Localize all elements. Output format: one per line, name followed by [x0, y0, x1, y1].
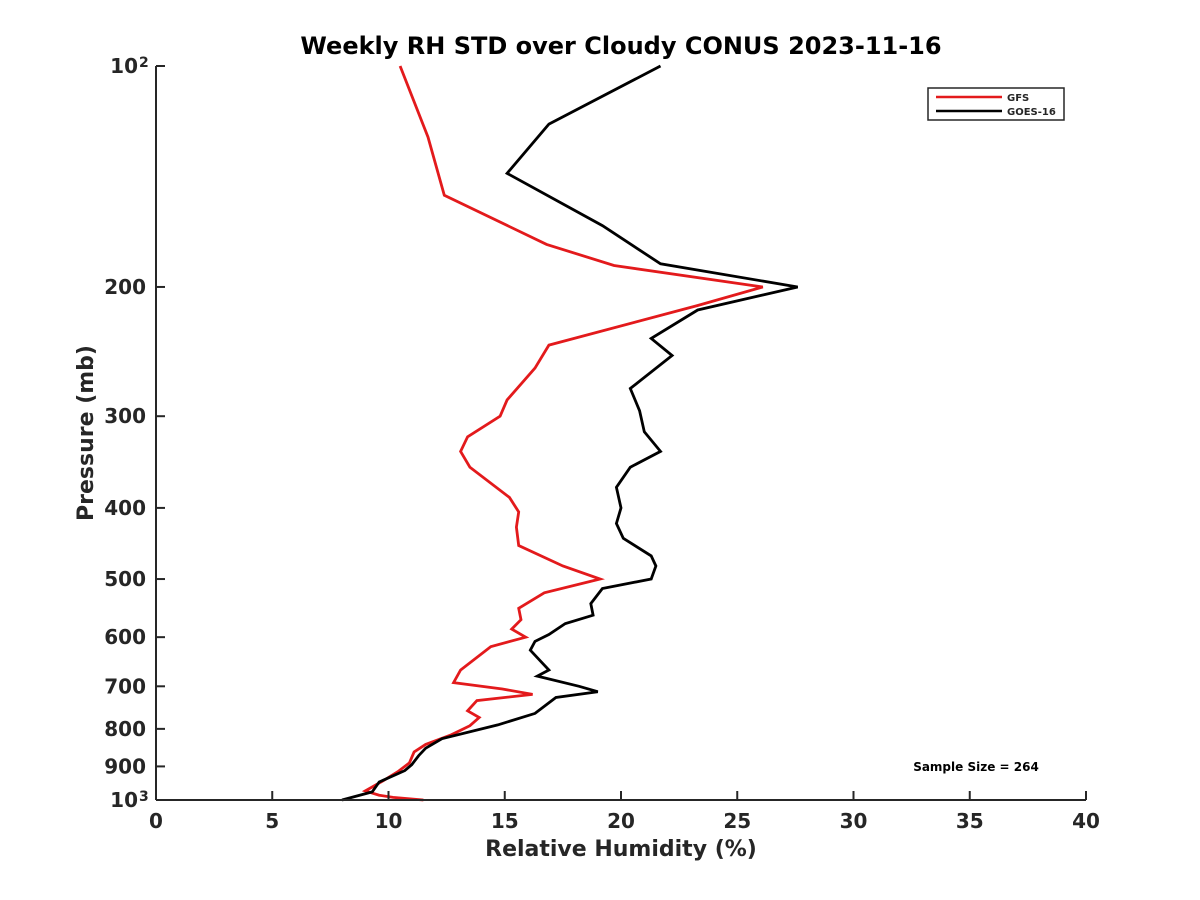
- x-tick-label: 10: [375, 809, 403, 833]
- y-axis-label: Pressure (mb): [74, 345, 99, 521]
- series-line-goes-16: [341, 64, 799, 802]
- x-tick-label: 35: [956, 809, 984, 833]
- y-tick-label: 300: [104, 404, 146, 428]
- plot-area: [341, 64, 799, 802]
- series-line-gfs: [361, 65, 764, 802]
- y-tick-label: 500: [104, 567, 146, 591]
- chart-title: Weekly RH STD over Cloudy CONUS 2023-11-…: [300, 32, 941, 60]
- y-tick-label: 600: [104, 625, 146, 649]
- y-tick-exponent: 3: [139, 789, 149, 805]
- y-tick-label: 200: [104, 275, 146, 299]
- x-tick-label: 15: [491, 809, 519, 833]
- y-tick-exponent: 2: [139, 55, 149, 71]
- x-tick-label: 30: [840, 809, 868, 833]
- y-tick-label: 10: [110, 54, 138, 78]
- sample-size-annotation: Sample Size = 264: [913, 760, 1039, 774]
- y-tick-label: 10: [110, 788, 138, 812]
- axes: [155, 66, 1086, 801]
- legend-label-goes-16: GOES-16: [1007, 107, 1056, 118]
- y-tick-label: 400: [104, 496, 146, 520]
- y-tick-label: 900: [104, 754, 146, 778]
- x-axis-label: Relative Humidity (%): [485, 837, 757, 862]
- legend-label-gfs: GFS: [1007, 93, 1029, 104]
- x-tick-label: 0: [149, 809, 163, 833]
- y-tick-label: 700: [104, 674, 146, 698]
- x-tick-label: 40: [1072, 809, 1100, 833]
- y-tick-label: 800: [104, 717, 146, 741]
- legend-box: [927, 87, 1065, 121]
- legend: GFS GOES-16: [927, 87, 1065, 121]
- x-tick-label: 5: [265, 809, 279, 833]
- x-tick-label: 25: [723, 809, 751, 833]
- x-tick-label: 20: [607, 809, 635, 833]
- x-ticks: 0 5 10 15 20 25 30 35 40: [149, 791, 1100, 833]
